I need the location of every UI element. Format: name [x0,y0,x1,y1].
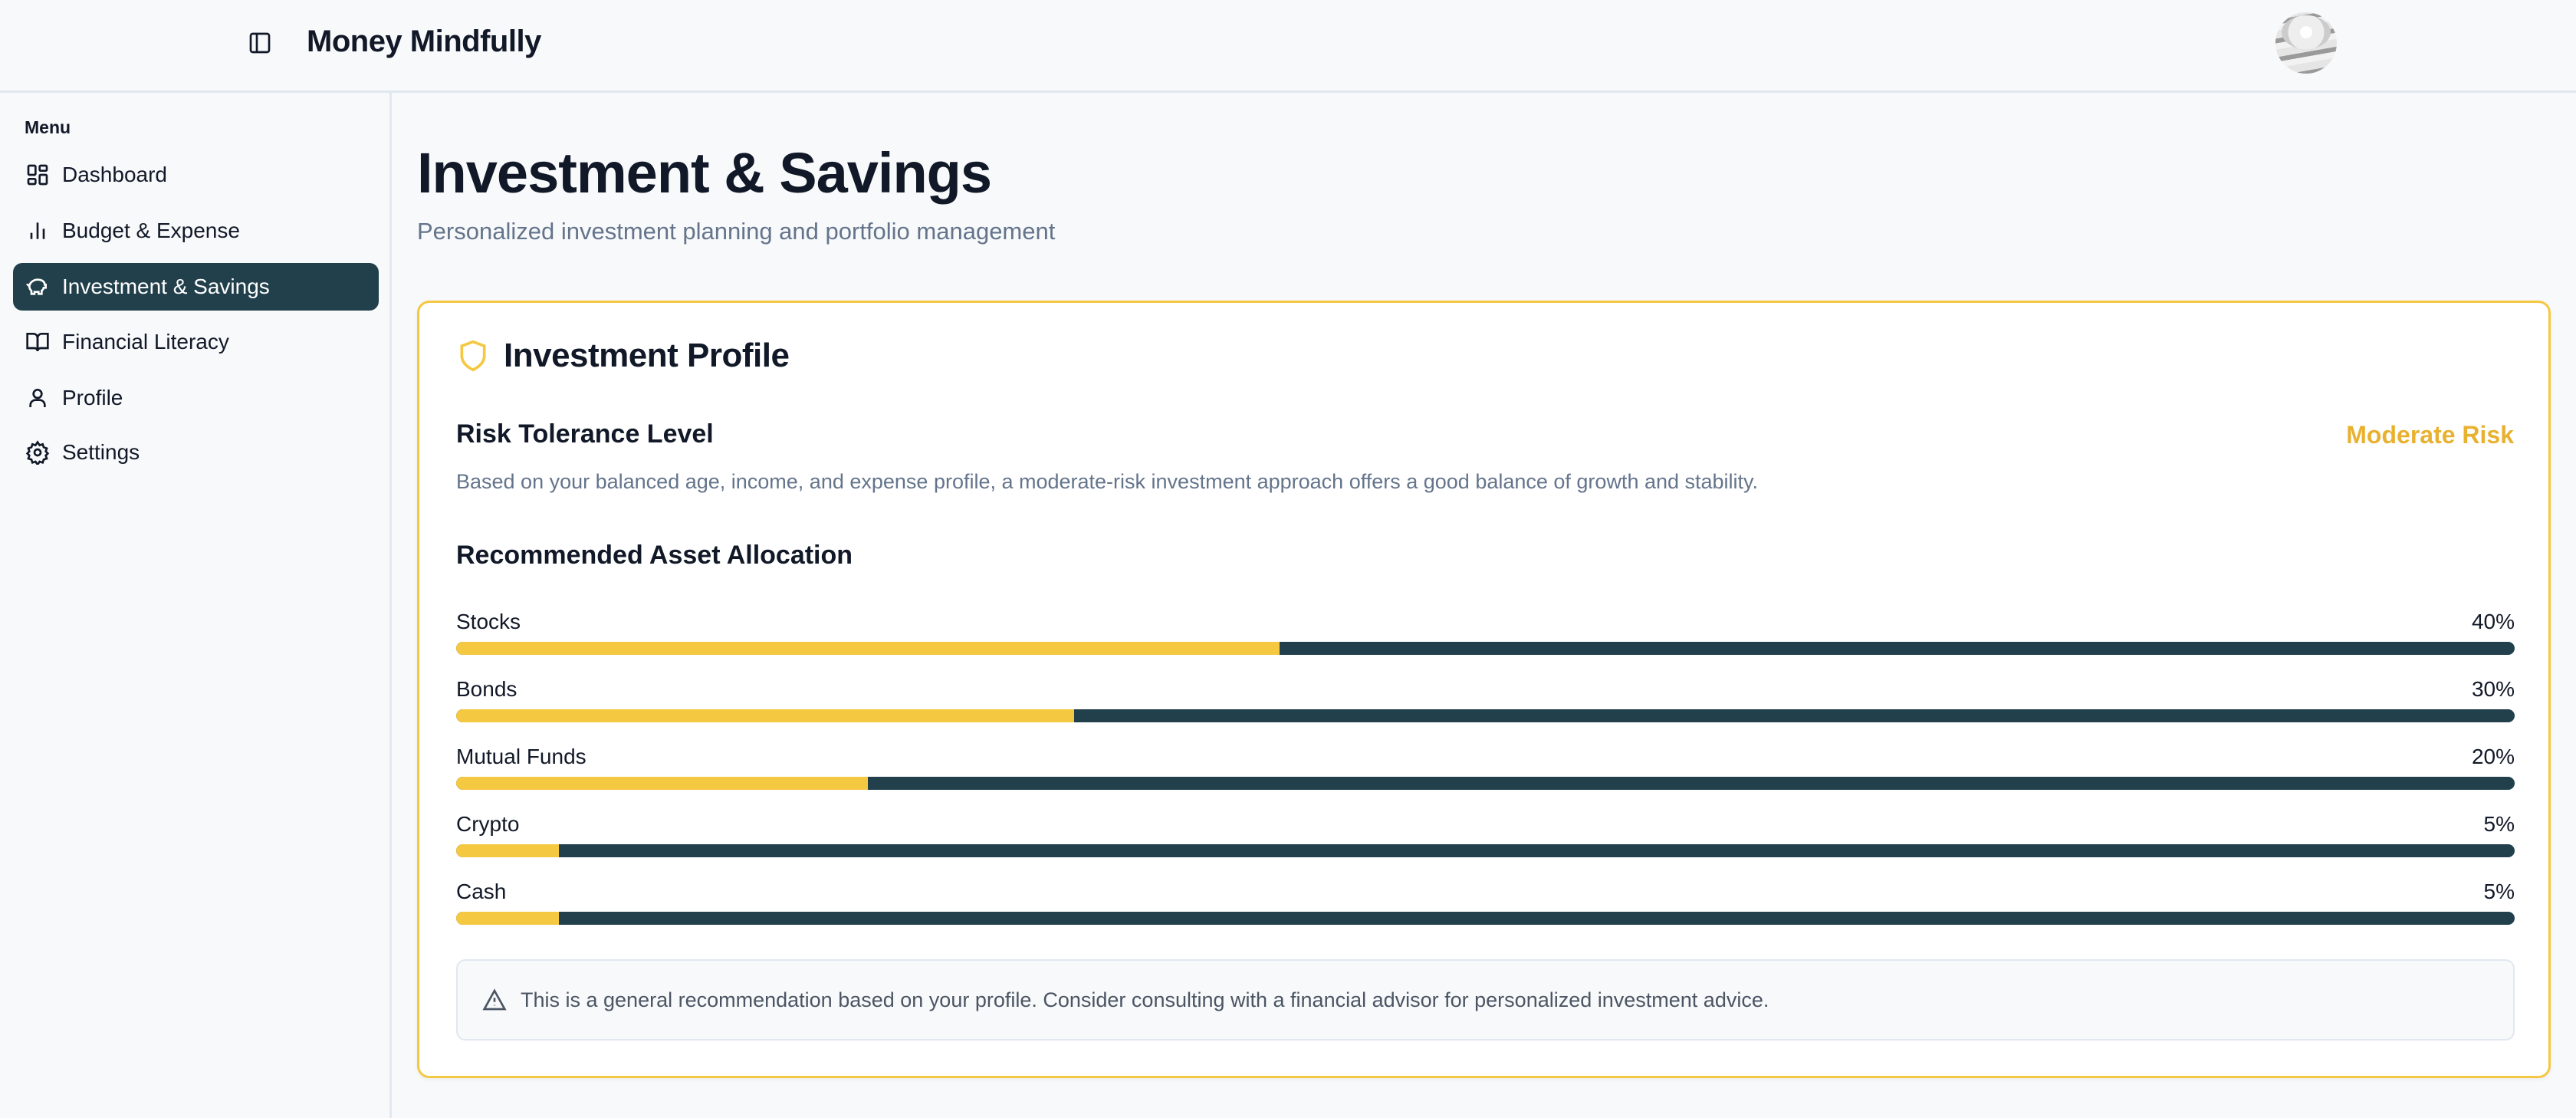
app-brand: Money Mindfully [307,25,541,58]
risk-description: Based on your balanced age, income, and … [456,470,1759,493]
allocation-progress-fill [456,709,1074,722]
sidebar-item-label: Budget & Expense [62,219,240,242]
bar-chart-icon [30,222,45,239]
sidebar-item-profile[interactable]: Profile [13,374,379,422]
sidebar-item-settings[interactable]: Settings [13,429,379,476]
sidebar-item-budget-expense[interactable]: Budget & Expense [13,207,379,255]
allocation-progress-fill [456,642,1280,655]
card-title-text: Investment Profile [504,337,790,374]
disclaimer-text: This is a general recommendation based o… [521,988,1769,1011]
sidebar-item-investment-savings[interactable]: Investment & Savings [13,263,379,311]
page-title: Investment & Savings [417,141,992,205]
piggy-bank-icon [26,278,47,295]
sidebar: Menu Dashboard Budget & Expense Investme… [0,93,392,1118]
shield-icon [460,340,486,372]
allocation-label: Cash [456,880,507,903]
allocation-progress-bar [456,709,2515,722]
sidebar-item-label: Profile [62,386,123,409]
allocation-progress-fill [456,844,560,857]
gear-icon [25,440,50,465]
risk-value: Moderate Risk [2346,421,2514,449]
sidebar-item-label: Financial Literacy [62,330,229,353]
allocation-percent: 40% [2471,610,2515,633]
allocation-percent: 20% [2471,745,2515,768]
allocation-progress-fill [456,912,560,925]
menu-label: Menu [25,117,71,137]
sidebar-item-label: Dashboard [62,163,167,186]
book-open-icon [26,333,49,352]
allocation-progress-bar [456,642,2515,655]
sidebar-item-label: Settings [62,440,140,464]
user-avatar[interactable] [2275,12,2337,74]
allocation-progress-fill [456,777,868,790]
allocation-progress-bar [456,912,2515,925]
allocation-percent: 5% [2483,812,2515,836]
allocation-progress-bar [456,844,2515,857]
warning-icon [482,988,507,1011]
risk-heading: Risk Tolerance Level [456,419,714,449]
top-header: Money Mindfully [0,0,2576,93]
sidebar-item-financial-literacy[interactable]: Financial Literacy [13,318,379,366]
allocation-percent: 5% [2483,880,2515,903]
user-icon [29,388,46,407]
sidebar-item-dashboard[interactable]: Dashboard [13,151,379,199]
card-title: Investment Profile [456,337,790,375]
page-subtitle: Personalized investment planning and por… [417,218,1056,245]
sidebar-item-label: Investment & Savings [62,275,270,298]
dashboard-icon [27,164,48,186]
disclaimer-note: This is a general recommendation based o… [456,959,2515,1041]
allocation-label: Stocks [456,610,521,633]
allocation-label: Mutual Funds [456,745,586,768]
investment-profile-card: Investment Profile Risk Tolerance Level … [417,301,2551,1078]
allocation-progress-bar [456,777,2515,790]
allocation-label: Crypto [456,812,520,836]
sidebar-toggle-icon[interactable] [248,31,272,55]
allocation-percent: 30% [2471,677,2515,701]
allocation-heading: Recommended Asset Allocation [456,541,853,570]
allocation-label: Bonds [456,677,518,701]
